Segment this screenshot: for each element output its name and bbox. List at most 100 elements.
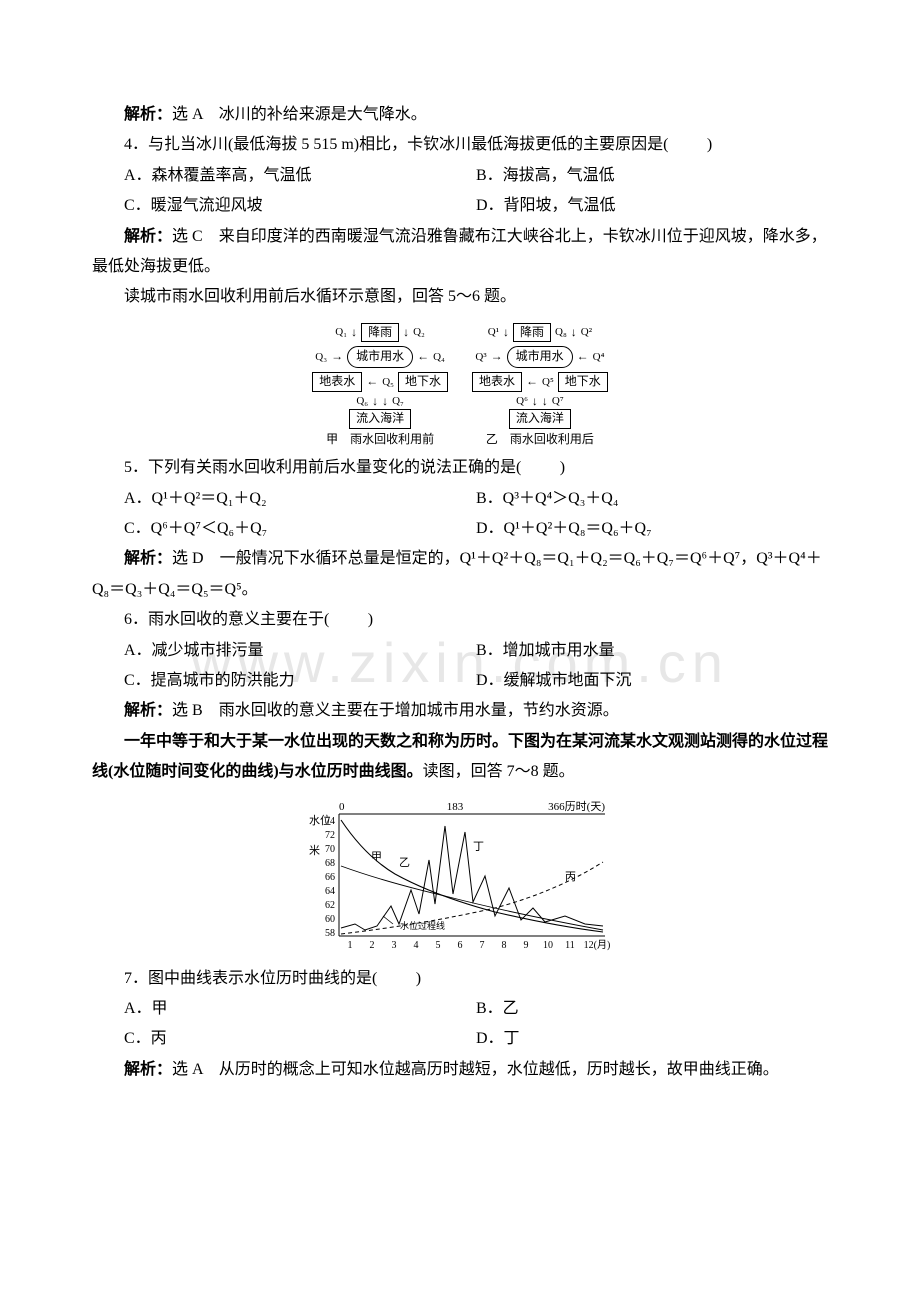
q4-stem-text: 与扎当冰川(最低海拔 5 515 m)相比，卡钦冰川最低海拔更低的主要原因是( <box>148 136 668 153</box>
label-jia: 甲 <box>371 851 382 863</box>
q5-blank: ) <box>521 459 568 476</box>
city-use-box: 城市用水 <box>347 346 413 368</box>
q7-explain-text: 选 A 从历时的概念上可知水位越高历时越短，水位越低，历时越长，故甲曲线正确。 <box>172 1061 779 1078</box>
q5-opt-c: C．Q⁶＋Q⁷＜Q₆＋Q₇ <box>124 514 476 544</box>
q7-explanation: 解析：选 A 从历时的概念上可知水位越高历时越短，水位越低，历时越长，故甲曲线正… <box>92 1055 828 1085</box>
lead-78: 一年中等于和大于某一水位出现的天数之和称为历时。下图为在某河流某水文观测站测得的… <box>92 727 828 788</box>
q6-stem: 6．雨水回收的意义主要在于( ) <box>92 605 828 635</box>
ytick: 74 <box>325 816 335 827</box>
rain-box: 降雨 <box>361 323 399 343</box>
q6-opt-d: D．缓解城市地面下沉 <box>476 666 828 696</box>
q4-number: 4． <box>124 136 148 153</box>
ytick: 70 <box>325 844 335 855</box>
diagram-a: Q₁ 降雨 Q₂ Q₃ 城市用水 Q₄ 地表水 Q₅ 地下水 Q₆ <box>312 323 448 448</box>
q7-opt-b: B．乙 <box>476 994 828 1024</box>
top-mid-label: 183 <box>447 801 464 813</box>
curve-bing <box>341 862 603 934</box>
caption-b: 乙 雨水回收利用后 <box>486 432 594 448</box>
label-yi: 乙 <box>399 856 410 869</box>
q6-opt-a: A．减少城市排污量 <box>124 636 476 666</box>
arrow-down-icon <box>503 325 509 341</box>
label-q2s: Q² <box>581 325 592 339</box>
label-q7: Q₇ <box>392 394 404 408</box>
q6-stem-text: 雨水回收的意义主要在于( <box>148 611 329 628</box>
x-ticks: 1 2 3 4 5 6 7 8 9 10 11 12(月) <box>348 939 611 951</box>
arrow-down-icon <box>351 325 357 341</box>
xtick: 11 <box>565 940 575 951</box>
label-q7s: Q⁷ <box>552 394 564 408</box>
q6-opt-b: B．增加城市用水量 <box>476 636 828 666</box>
xtick: 4 <box>414 940 419 951</box>
q7-blank: ) <box>377 970 424 987</box>
label-q8: Q₈ <box>555 325 567 339</box>
q7-number: 7． <box>124 970 148 987</box>
arrow-left-icon <box>577 349 589 365</box>
arrow-left-icon <box>526 374 538 390</box>
q5-opt-d: D．Q¹＋Q²＋Q₈＝Q₆＋Q₇ <box>476 514 828 544</box>
surface-box: 地表水 <box>312 372 362 392</box>
q4-explain-text: 选 C 来自印度洋的西南暖湿气流沿雅鲁藏布江大峡谷北上，卡钦冰川位于迎风坡，降水… <box>92 228 827 275</box>
q4-options: A．森林覆盖率高，气温低 B．海拔高，气温低 C．暖湿气流迎风坡 D．背阳坡，气… <box>124 161 828 222</box>
surface-box: 地表水 <box>472 372 522 392</box>
q6-opt-c: C．提高城市的防洪能力 <box>124 666 476 696</box>
ytick: 62 <box>325 900 335 911</box>
q7-opt-d: D．丁 <box>476 1024 828 1054</box>
q4-opt-a: A．森林覆盖率高，气温低 <box>124 161 476 191</box>
ytick: 72 <box>325 830 335 841</box>
arrow-down-icon <box>382 394 388 410</box>
q4-opt-c: C．暖湿气流迎风坡 <box>124 191 476 221</box>
chart-svg: 0 183 366历时(天) 水位 米 74 72 70 68 66 64 62… <box>295 796 625 956</box>
q5-number: 5． <box>124 459 148 476</box>
q7-opt-c: C．丙 <box>124 1024 476 1054</box>
ytick: 60 <box>325 914 335 925</box>
xtick: 10 <box>543 940 553 951</box>
arrow-left-icon <box>366 374 378 390</box>
process-label: 水位过程线 <box>400 920 445 931</box>
q6-number: 6． <box>124 611 148 628</box>
arrow-right-icon <box>491 349 503 365</box>
q7-stem-text: 图中曲线表示水位历时曲线的是( <box>148 970 377 987</box>
ocean-box: 流入海洋 <box>349 409 411 429</box>
arrow-right-icon <box>331 349 343 365</box>
label-q3: Q₃ <box>315 350 327 364</box>
q5-options: A．Q¹＋Q²＝Q₁＋Q₂ B．Q³＋Q⁴＞Q₃＋Q₄ C．Q⁶＋Q⁷＜Q₆＋Q… <box>124 484 828 545</box>
ylabel-2: 米 <box>309 844 320 857</box>
label-q1s: Q¹ <box>488 325 499 339</box>
q4-opt-d: D．背阳坡，气温低 <box>476 191 828 221</box>
q7-stem: 7．图中曲线表示水位历时曲线的是( ) <box>92 964 828 994</box>
q5-explanation: 解析：选 D 一般情况下水循环总量是恒定的，Q¹＋Q²＋Q₈＝Q₁＋Q₂＝Q₆＋… <box>92 544 828 605</box>
ytick: 64 <box>325 886 335 897</box>
q5-opt-b: B．Q³＋Q⁴＞Q₃＋Q₄ <box>476 484 828 514</box>
curve-ding <box>341 826 603 930</box>
top-left-label: 0 <box>339 801 345 813</box>
xtick: 8 <box>502 940 507 951</box>
lead-78-tail: 读图，回答 7～8 题。 <box>423 763 575 780</box>
xtick: 9 <box>524 940 529 951</box>
curve-yi <box>341 866 603 930</box>
arrow-down-icon <box>571 325 577 341</box>
y-ticks: 74 72 70 68 66 64 62 60 58 <box>325 816 335 939</box>
label-q4: Q₄ <box>433 350 445 364</box>
q5-stem-text: 下列有关雨水回收利用前后水量变化的说法正确的是( <box>148 459 521 476</box>
diagram-b: Q¹ 降雨 Q₈ Q² Q³ 城市用水 Q⁴ 地表水 Q⁵ 地下水 <box>472 323 608 448</box>
label-q5s: Q⁵ <box>542 375 554 389</box>
lead-56: 读城市雨水回收利用前后水循环示意图，回答 5～6 题。 <box>92 282 828 312</box>
explain-prefix: 解析： <box>124 106 172 123</box>
explain-prefix: 解析： <box>124 228 172 245</box>
q6-blank: ) <box>329 611 376 628</box>
label-q4s: Q⁴ <box>593 350 605 364</box>
process-label-arrow <box>383 916 393 924</box>
arrow-down-icon <box>532 394 538 410</box>
top-right-label: 366历时(天) <box>548 800 605 813</box>
q3-explain-text: 选 A 冰川的补给来源是大气降水。 <box>172 106 427 123</box>
xtick: 5 <box>436 940 441 951</box>
explain-prefix: 解析： <box>124 550 172 567</box>
curve-jia <box>341 820 603 932</box>
label-q6: Q₆ <box>356 394 368 408</box>
page-content: 解析：选 A 冰川的补给来源是大气降水。 4．与扎当冰川(最低海拔 5 515 … <box>92 100 828 1085</box>
city-use-box: 城市用水 <box>507 346 573 368</box>
ytick: 68 <box>325 858 335 869</box>
label-ding: 丁 <box>473 841 484 853</box>
label-q5: Q₅ <box>382 375 394 389</box>
explain-prefix: 解析： <box>124 1061 172 1078</box>
